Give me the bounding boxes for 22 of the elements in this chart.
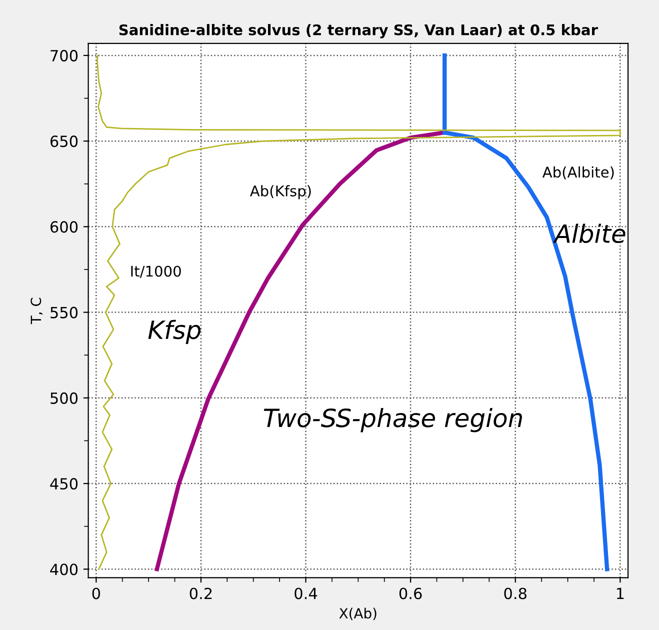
- y-tick-label: 600: [50, 221, 78, 233]
- y-tick-label: 400: [50, 564, 78, 576]
- y-tick-label: 700: [50, 50, 78, 62]
- annotation: Two-SS-phase region: [264, 408, 522, 432]
- y-tick-label: 550: [50, 306, 78, 318]
- x-tick-label: 0: [92, 588, 100, 600]
- series-label: It/1000: [131, 266, 181, 278]
- x-tick-label: 1: [616, 588, 624, 600]
- x-tick-label: 0.8: [504, 588, 526, 600]
- chart-title: Sanidine-albite solvus (2 ternary SS, Van Laar) at 0.5 kbar: [119, 24, 598, 38]
- annotation: Albite: [553, 224, 626, 244]
- y-tick-label: 500: [50, 392, 78, 404]
- series-label: Ab(Kfsp): [250, 185, 311, 200]
- annotation: Kfsp: [148, 320, 201, 344]
- x-tick-label: 0.2: [190, 588, 212, 600]
- x-tick-label: 0.6: [399, 588, 422, 600]
- series-label: Ab(Albite): [542, 166, 614, 180]
- x-tick-label: 0.4: [294, 588, 318, 600]
- y-axis-title: T, C: [30, 298, 43, 324]
- x-axis-title: X(Ab): [339, 608, 376, 620]
- y-tick-label: 650: [50, 136, 78, 148]
- y-tick-label: 450: [50, 478, 78, 490]
